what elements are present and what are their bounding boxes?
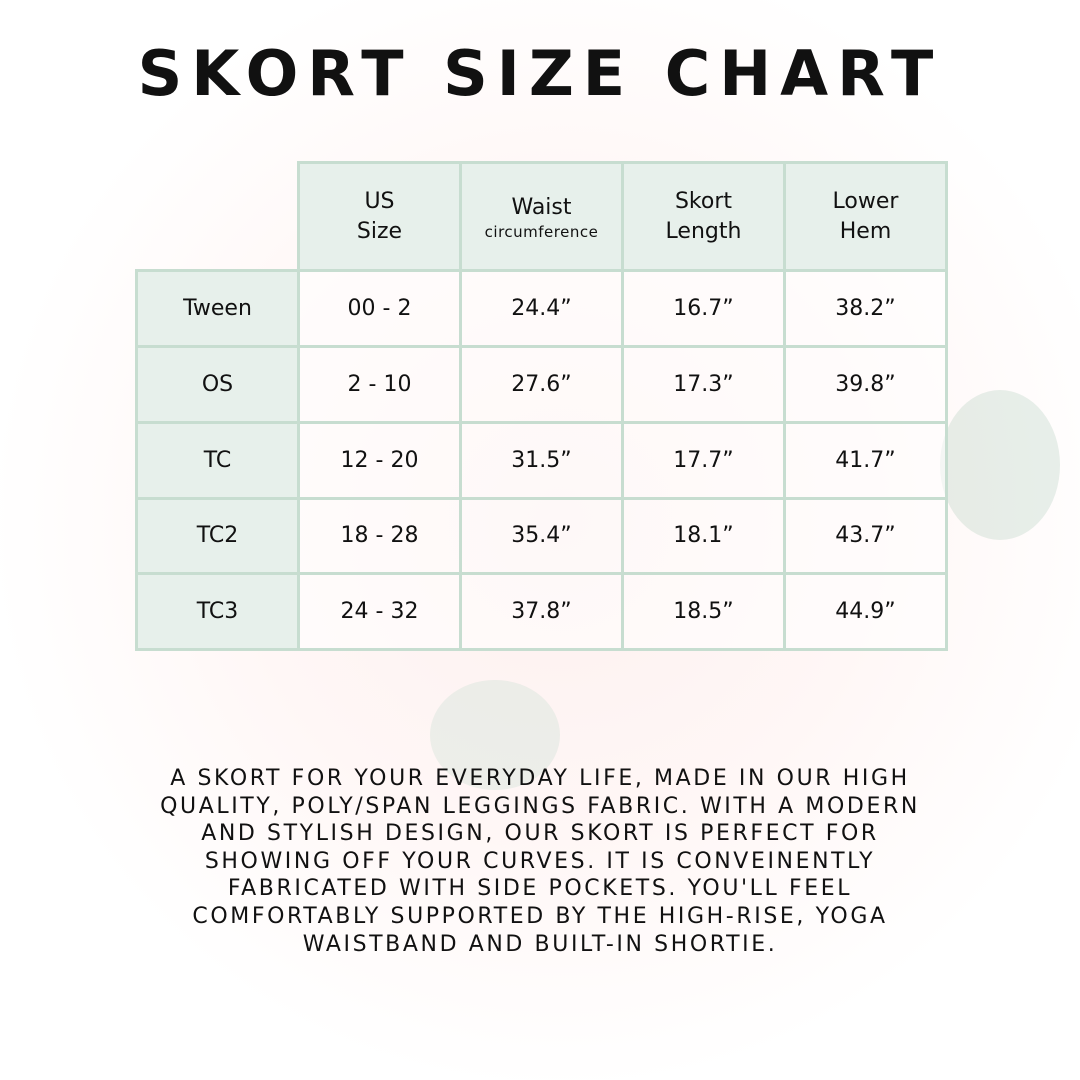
background-plant-decoration: [430, 680, 560, 790]
page-title: SKORT SIZE CHART: [137, 37, 943, 110]
description-line: QUALITY, POLY/SPAN LEGGINGS FABRIC. WITH…: [160, 793, 920, 819]
column-header-text: Size: [356, 218, 403, 244]
column-header: Waist circumference: [459, 161, 624, 272]
table-cell: 18.5”: [621, 572, 786, 651]
row-label: TC2: [135, 497, 300, 575]
row-label: OS: [135, 345, 300, 424]
table-cell: 27.6”: [459, 345, 624, 424]
table-cell: 39.8”: [783, 345, 948, 424]
column-header-text: US: [364, 188, 395, 214]
table-cell: 41.7”: [783, 421, 948, 500]
column-header-text: Skort: [674, 188, 733, 214]
column-header: Lower Hem: [783, 161, 948, 272]
table-cell: 38.2”: [783, 269, 948, 348]
table-cell: 16.7”: [621, 269, 786, 348]
background-cactus-decoration: [940, 390, 1060, 540]
column-header-text: Length: [665, 218, 742, 244]
description-line: WAISTBAND AND BUILT-IN SHORTIE.: [302, 931, 778, 957]
row-label: TC3: [135, 572, 300, 651]
description-line: FABRICATED WITH SIDE POCKETS. YOU'LL FEE…: [227, 876, 853, 902]
table-cell: 24 - 32: [297, 572, 462, 651]
table-cell: 31.5”: [459, 421, 624, 500]
description-line: AND STYLISH DESIGN, OUR SKORT IS PERFECT…: [201, 821, 879, 847]
column-header: US Size: [297, 161, 462, 272]
description-line: A SKORT FOR YOUR EVERYDAY LIFE, MADE IN …: [170, 766, 910, 791]
row-label: Tween: [135, 269, 300, 348]
table-cell: 24.4”: [459, 269, 624, 348]
row-label: TC: [135, 421, 300, 500]
table-cell: 00 - 2: [297, 269, 462, 348]
column-header: Skort Length: [621, 161, 786, 272]
table-cell: 17.7”: [621, 421, 786, 500]
column-header-text: Waist: [511, 194, 572, 220]
column-header-text: Lower: [832, 188, 899, 214]
table-cell: 44.9”: [783, 572, 948, 651]
table-cell: 43.7”: [783, 497, 948, 575]
table-cell: 18.1”: [621, 497, 786, 575]
table-cell: 12 - 20: [297, 421, 462, 500]
product-description: A SKORT FOR YOUR EVERYDAY LIFE, MADE IN …: [100, 765, 980, 958]
table-cell: 2 - 10: [297, 345, 462, 424]
column-header-subtext: circumference: [484, 222, 599, 241]
table-cell: 17.3”: [621, 345, 786, 424]
table-cell: 37.8”: [459, 572, 624, 651]
table-cell: 18 - 28: [297, 497, 462, 575]
table-cell: 35.4”: [459, 497, 624, 575]
column-header-text: Hem: [839, 218, 892, 244]
description-line: SHOWING OFF YOUR CURVES. IT IS CONVEINEN…: [204, 848, 876, 874]
description-line: COMFORTABLY SUPPORTED BY THE HIGH-RISE, …: [192, 903, 888, 929]
